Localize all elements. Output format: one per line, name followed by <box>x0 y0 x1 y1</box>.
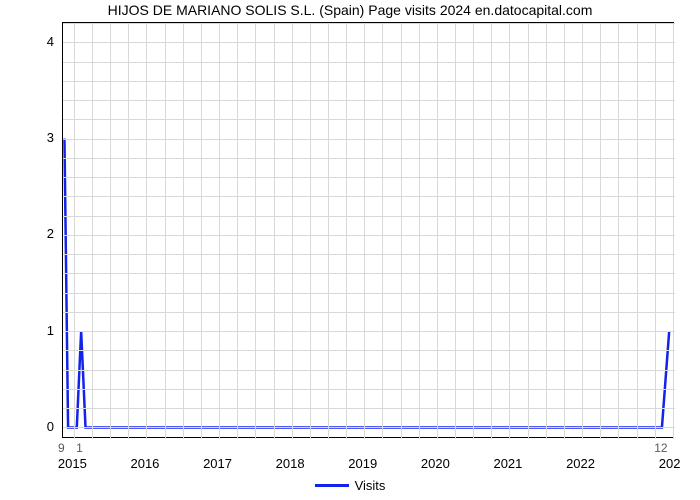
visits-line <box>63 23 675 439</box>
legend-swatch <box>315 484 349 487</box>
grid-horizontal-minor <box>63 158 675 159</box>
sub-axis-label: 9 <box>58 441 65 455</box>
grid-vertical-minor <box>546 23 547 439</box>
grid-vertical-major <box>292 23 293 439</box>
legend: Visits <box>0 478 700 493</box>
grid-vertical-minor <box>419 23 420 439</box>
x-tick-label: 2015 <box>58 456 87 471</box>
grid-horizontal-minor <box>63 100 675 101</box>
grid-horizontal-minor <box>63 273 675 274</box>
legend-label: Visits <box>355 478 386 493</box>
grid-horizontal-minor <box>63 119 675 120</box>
x-tick-label: 2016 <box>130 456 159 471</box>
y-tick-label: 0 <box>47 419 54 434</box>
sub-axis-label: 12 <box>654 441 667 455</box>
grid-horizontal-minor <box>63 196 675 197</box>
sub-axis-label: 1 <box>76 441 83 455</box>
y-tick-label: 3 <box>47 130 54 145</box>
x-tick-label: 2018 <box>276 456 305 471</box>
grid-vertical-minor <box>455 23 456 439</box>
grid-vertical-minor <box>255 23 256 439</box>
chart-title: HIJOS DE MARIANO SOLIS S.L. (Spain) Page… <box>0 2 700 18</box>
grid-vertical-minor <box>491 23 492 439</box>
grid-horizontal-minor <box>63 62 675 63</box>
grid-horizontal-minor <box>63 389 675 390</box>
grid-horizontal-minor <box>63 23 675 24</box>
grid-vertical-major <box>364 23 365 439</box>
grid-vertical-minor <box>201 23 202 439</box>
x-tick-label: 2021 <box>493 456 522 471</box>
grid-vertical-minor <box>673 23 674 439</box>
grid-vertical-minor <box>310 23 311 439</box>
grid-vertical-minor <box>328 23 329 439</box>
grid-vertical-major <box>146 23 147 439</box>
grid-horizontal-major <box>63 42 675 43</box>
grid-horizontal-minor <box>63 177 675 178</box>
grid-vertical-minor <box>237 23 238 439</box>
grid-vertical-minor <box>618 23 619 439</box>
grid-vertical-minor <box>274 23 275 439</box>
x-tick-label: 2022 <box>566 456 595 471</box>
grid-horizontal-major <box>63 139 675 140</box>
grid-vertical-minor <box>600 23 601 439</box>
grid-vertical-minor <box>637 23 638 439</box>
grid-horizontal-minor <box>63 370 675 371</box>
grid-vertical-major <box>437 23 438 439</box>
y-tick-label: 2 <box>47 226 54 241</box>
grid-horizontal-minor <box>63 350 675 351</box>
grid-vertical-minor <box>92 23 93 439</box>
grid-horizontal-minor <box>63 293 675 294</box>
grid-horizontal-minor <box>63 81 675 82</box>
chart-root: { "chart": { "type": "line", "title": "H… <box>0 0 700 500</box>
grid-vertical-major <box>74 23 75 439</box>
plot-area <box>62 22 674 438</box>
grid-horizontal-minor <box>63 312 675 313</box>
grid-vertical-minor <box>382 23 383 439</box>
x-tick-label: 2019 <box>348 456 377 471</box>
grid-horizontal-major <box>63 235 675 236</box>
x-tick-label: 2017 <box>203 456 232 471</box>
visits-series-path <box>64 139 669 428</box>
grid-vertical-minor <box>165 23 166 439</box>
x-tick-label: 2020 <box>421 456 450 471</box>
grid-vertical-minor <box>401 23 402 439</box>
grid-vertical-minor <box>655 23 656 439</box>
grid-horizontal-minor <box>63 254 675 255</box>
grid-horizontal-major <box>63 427 675 428</box>
grid-vertical-major <box>219 23 220 439</box>
grid-vertical-minor <box>110 23 111 439</box>
grid-vertical-major <box>509 23 510 439</box>
grid-vertical-minor <box>128 23 129 439</box>
grid-vertical-minor <box>473 23 474 439</box>
grid-vertical-minor <box>183 23 184 439</box>
grid-horizontal-major <box>63 331 675 332</box>
y-tick-label: 1 <box>47 323 54 338</box>
grid-vertical-minor <box>564 23 565 439</box>
grid-vertical-minor <box>346 23 347 439</box>
grid-vertical-major <box>582 23 583 439</box>
x-tick-label-truncated: 202 <box>659 456 681 471</box>
grid-horizontal-minor <box>63 408 675 409</box>
y-tick-label: 4 <box>47 34 54 49</box>
grid-horizontal-minor <box>63 216 675 217</box>
grid-vertical-minor <box>528 23 529 439</box>
